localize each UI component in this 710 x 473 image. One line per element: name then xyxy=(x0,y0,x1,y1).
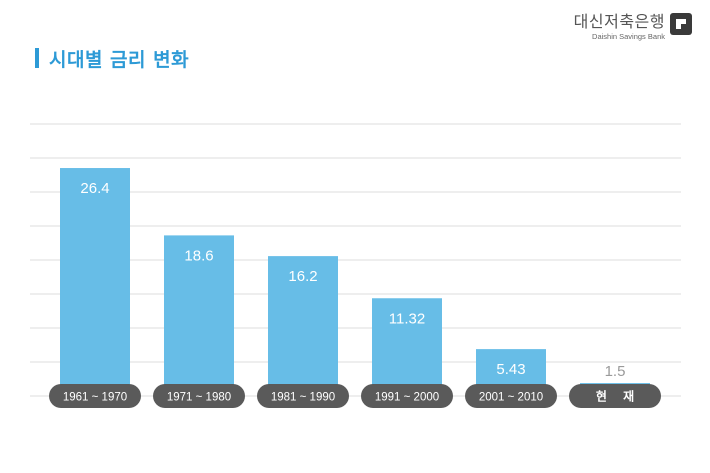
bar-value-label-1: 26.4 xyxy=(80,180,109,197)
category-pill-1 xyxy=(49,384,141,408)
title-accent-bar xyxy=(35,48,39,68)
category-label-4: 1991 ~ 2000 xyxy=(375,392,439,404)
category-label-1: 1961 ~ 1970 xyxy=(63,392,127,404)
chart-title-group: 시대별 금리 변화 xyxy=(35,47,190,71)
chart-categories: 1961 ~ 1970 1971 ~ 1980 1981 ~ 1990 1991 ~ … xyxy=(49,384,661,408)
category-pill-6 xyxy=(569,384,661,408)
logo-name-en: Daishin Savings Bank xyxy=(592,32,665,41)
category-label-6: 현 재 xyxy=(596,389,640,404)
chart-grid xyxy=(30,123,681,397)
category-pill-2 xyxy=(153,384,245,408)
category-pill-5 xyxy=(465,384,557,408)
category-label-2: 1971 ~ 1980 xyxy=(167,392,231,404)
logo-name: 대신저축은행 xyxy=(573,12,665,31)
bar-3 xyxy=(268,256,338,396)
bar-4 xyxy=(372,298,442,396)
bar-2 xyxy=(164,235,234,396)
category-pill-4 xyxy=(361,384,453,408)
bar-1 xyxy=(60,168,130,396)
category-label-5: 2001 ~ 2010 xyxy=(479,392,543,404)
category-pill-3 xyxy=(257,384,349,408)
bar-value-label-3: 16.2 xyxy=(288,268,317,285)
chart-title: 시대별 금리 변화 xyxy=(49,48,190,71)
logo-mark-icon xyxy=(670,13,692,35)
bar-value-label-4: 11.32 xyxy=(389,310,425,327)
bar-value-label-6: 1.5 xyxy=(605,363,626,380)
bar-value-label-5: 5.43 xyxy=(496,361,525,378)
bank-logo: 대신저축은행 Daishin Savings Bank xyxy=(574,12,692,41)
chart-value-labels: 26.4 18.6 16.2 11.32 5.43 1.5 xyxy=(80,180,625,380)
category-label-3: 1981 ~ 1990 xyxy=(271,392,335,404)
chart-bars xyxy=(60,168,650,396)
bar-value-label-2: 18.6 xyxy=(184,247,213,264)
